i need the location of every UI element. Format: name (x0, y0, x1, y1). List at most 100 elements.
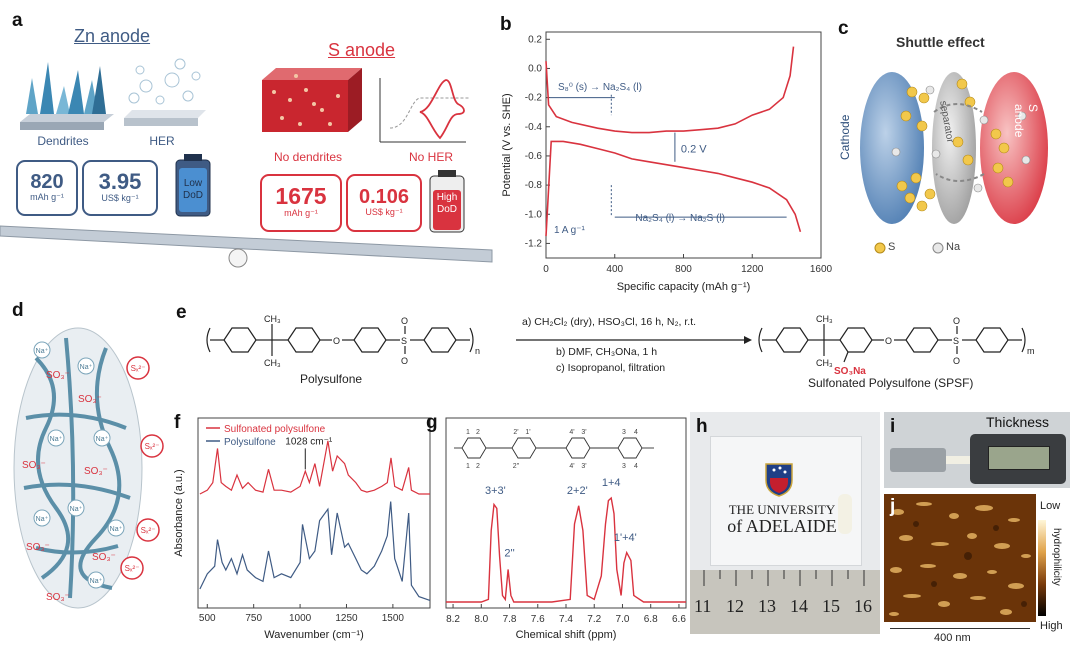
chart-g-xtick-label: 7.6 (531, 614, 545, 625)
panel-d-label: d (12, 300, 24, 321)
panel-a-illustration (0, 58, 493, 268)
chart-f-series-2 (199, 501, 431, 601)
micrometer-anvil (890, 448, 946, 472)
panel-c-label: c (838, 18, 849, 39)
chart-g-xlabel: Chemical shift (ppm) (516, 629, 617, 641)
chart-b-annotation-bottom: Na₂S₄ (l) → Na₂S (l) (635, 213, 725, 224)
panel-g-label: g (426, 412, 438, 433)
ruler-13: 13 (758, 596, 776, 616)
chart-g-struct-number: 3' (581, 429, 586, 436)
chart-g-xtick-label: 7.2 (587, 614, 601, 625)
na-ion-4: Na⁺ (96, 436, 109, 443)
so3-label-2: SO₃⁻ (78, 394, 102, 405)
legend-s-dot (874, 242, 886, 254)
s-battery-line1: High (436, 192, 458, 203)
chart-f-legend-label: Polysulfone (224, 437, 276, 448)
s-cost-box: 0.106 US$ kg⁻¹ (346, 174, 422, 232)
chart-b-ytick-label: -1.0 (525, 209, 543, 220)
polysulfide-4: Sₓ²⁻ (125, 564, 140, 573)
chart-g-struct-number: 4' (569, 429, 574, 436)
polysulfide-1: Sₓ²⁻ (131, 364, 146, 373)
chart-b-xtick-label: 1200 (741, 264, 764, 275)
so3-label-7: SO₃⁻ (46, 592, 70, 603)
ftir-chart: 500 750 1000 1250 1500 Wavenumber (cm⁻¹) Absor… (173, 417, 431, 641)
s-battery-icon (429, 170, 465, 233)
so3-label-3: SO₃⁻ (22, 460, 46, 471)
chart-b-ytick-label: -0.8 (525, 180, 543, 191)
panel-h-label: h (696, 416, 708, 437)
so3-label-6: SO₃⁻ (92, 552, 116, 563)
chart-g-peak-label: 1+4 (602, 477, 621, 489)
separator-plate (932, 72, 976, 224)
chart-b-xtick-label: 1600 (810, 264, 833, 275)
so3-label-1: SO₃⁻ (46, 370, 70, 381)
colorbar-high-label: High (1040, 620, 1063, 632)
colorbar-low-label: Low (1040, 500, 1061, 512)
ruler-15: 15 (822, 596, 840, 616)
chart-g-xtick-label: 8.2 (446, 614, 460, 625)
chart-g-struct-number: 3' (581, 463, 586, 470)
reaction-arrow-head (744, 336, 752, 344)
scale-bar-label: 400 nm (934, 632, 971, 644)
chart-g-struct-number: 4 (634, 429, 638, 436)
na-ion-7: Na⁺ (70, 506, 83, 513)
chart-g-struct-number: 2' (513, 429, 518, 436)
s-capacity-value: 1675 (275, 183, 327, 209)
s-cost-unit: US$ kg⁻¹ (365, 207, 403, 217)
polysulfide-2: Sₓ²⁻ (145, 442, 160, 451)
dendrites-caption: Dendrites (37, 134, 89, 148)
chart-g-struct-number: 3 (622, 463, 626, 470)
ruler: 11 12 13 14 15 16 (690, 570, 880, 634)
chart-g-struct-number: 1' (525, 429, 530, 436)
polysulfone-name: Polysulfone (300, 372, 363, 386)
chart-b-annotation-top: S₈⁰ (s) → Na₂S₄ (l) (558, 82, 642, 93)
membrane-piece (838, 494, 852, 534)
chart-f-series-1 (199, 440, 430, 495)
zn-capacity-unit: mAh g⁻¹ (30, 192, 64, 202)
polysulfide-3: Sₓ²⁻ (141, 526, 156, 535)
legend-s-label: S (888, 241, 896, 253)
s-capacity-box: 1675 mAh g⁻¹ (260, 174, 342, 232)
membrane-sheet (710, 436, 862, 566)
cv-curve-icon (379, 78, 470, 143)
chart-g-struct-number: 2 (476, 429, 480, 436)
s-anode-title: S anode (328, 40, 396, 60)
methyl-top: CH₃ (264, 314, 281, 324)
chart-g-struct-number: 1 (466, 463, 470, 470)
dendrite-icon (20, 62, 114, 130)
zn-cost-unit: US$ kg⁻¹ (101, 193, 139, 203)
chart-g-struct-number: 1 (466, 429, 470, 436)
chart-b-ytick-label: -1.2 (525, 238, 543, 249)
chart-g-peak-label: 3+3' (485, 485, 506, 497)
chart-b-rate-label: 1 A g⁻¹ (554, 225, 586, 236)
cathode-label: Cathode (838, 114, 852, 160)
afm-phase-image: j (884, 494, 1036, 622)
scale-bar (890, 628, 1030, 629)
sulfone-o-bottom-product: O (953, 356, 960, 366)
chart-b-xtick-label: 400 (606, 264, 623, 275)
sulfonation-scheme: CH₃ CH₃ O S O O n CH₃ CH₃ O S O O m SO₃N… (206, 314, 1035, 377)
chart-b-ytick-label: -0.2 (525, 93, 543, 104)
chart-f-xtick-label: 1000 (289, 613, 312, 624)
sulfone-s: S (401, 336, 407, 346)
sulfone-o-bottom: O (401, 356, 408, 366)
ruler-ticks (703, 570, 865, 586)
zn-anode-title: Zn anode (74, 26, 151, 46)
chart-g-xtick-label: 7.0 (616, 614, 630, 625)
chart-g-struct-number: 3 (622, 429, 626, 436)
ruler-12: 12 (726, 596, 744, 616)
s-anode-label: S anode (1012, 104, 1040, 138)
chart-b-ytick-label: 0.2 (528, 34, 542, 45)
s-anode-plate (980, 72, 1048, 224)
zn-cost-box: 3.95 US$ kg⁻¹ (82, 160, 158, 216)
panel-a-label: a (12, 10, 23, 31)
chart-g-structure (454, 437, 654, 459)
chart-g-peak-label: 1'+4' (614, 532, 637, 544)
so3-label-5: SO₃⁻ (26, 542, 50, 553)
logo-line-2: of ADELAIDE (727, 516, 837, 536)
na-ion-3: Na⁺ (50, 436, 63, 443)
chart-b-curve-2 (545, 46, 795, 134)
chart-g-xtick-label: 6.8 (644, 614, 658, 625)
micrometer-photo: i Thickness (884, 412, 1070, 488)
sulfonate-group: SO₃Na (834, 366, 866, 377)
